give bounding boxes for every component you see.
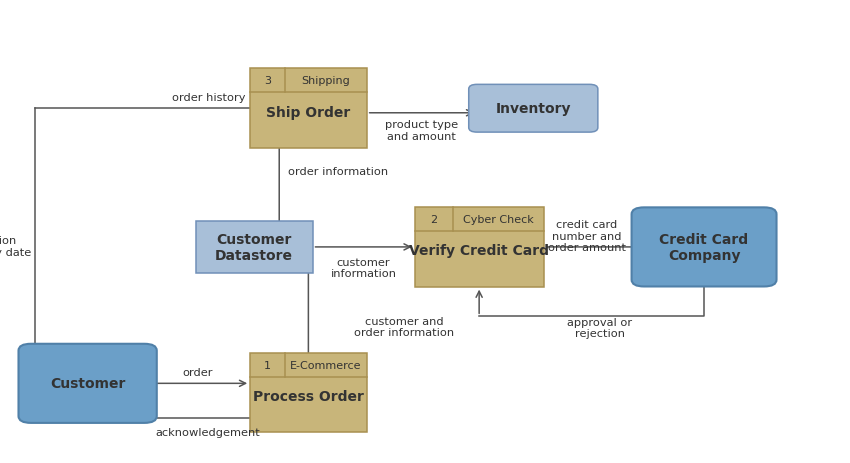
Text: Customer: Customer xyxy=(50,376,125,390)
Text: order information: order information xyxy=(287,166,388,176)
Text: customer and
order information: customer and order information xyxy=(354,316,454,338)
FancyBboxPatch shape xyxy=(632,208,777,287)
Text: confirmation
and delivery date: confirmation and delivery date xyxy=(0,236,31,257)
Bar xyxy=(196,221,313,274)
Text: Verify Credit Card: Verify Credit Card xyxy=(409,244,549,258)
Text: approval or
rejection: approval or rejection xyxy=(567,317,632,339)
Text: 1: 1 xyxy=(264,360,271,370)
FancyBboxPatch shape xyxy=(19,344,156,423)
Bar xyxy=(415,208,544,287)
Text: acknowledgement: acknowledgement xyxy=(156,426,260,437)
Text: Credit Card
Company: Credit Card Company xyxy=(660,232,749,263)
Bar xyxy=(250,69,366,149)
Text: Cyber Check: Cyber Check xyxy=(463,214,534,225)
Text: Ship Order: Ship Order xyxy=(266,106,350,119)
Text: Shipping: Shipping xyxy=(302,76,350,86)
Text: order: order xyxy=(182,367,212,377)
Text: product type
and amount: product type and amount xyxy=(385,120,458,142)
Text: E-Commerce: E-Commerce xyxy=(290,360,361,370)
FancyBboxPatch shape xyxy=(468,85,598,133)
Text: order history: order history xyxy=(173,93,246,103)
Text: 2: 2 xyxy=(430,214,438,225)
Text: customer
information: customer information xyxy=(331,257,397,279)
Text: Inventory: Inventory xyxy=(496,102,571,116)
Text: Process Order: Process Order xyxy=(253,389,364,403)
Text: 3: 3 xyxy=(264,76,271,86)
Text: Customer
Datastore: Customer Datastore xyxy=(215,232,293,263)
Text: credit card
number and
order amount: credit card number and order amount xyxy=(548,219,626,253)
Bar xyxy=(250,353,366,432)
